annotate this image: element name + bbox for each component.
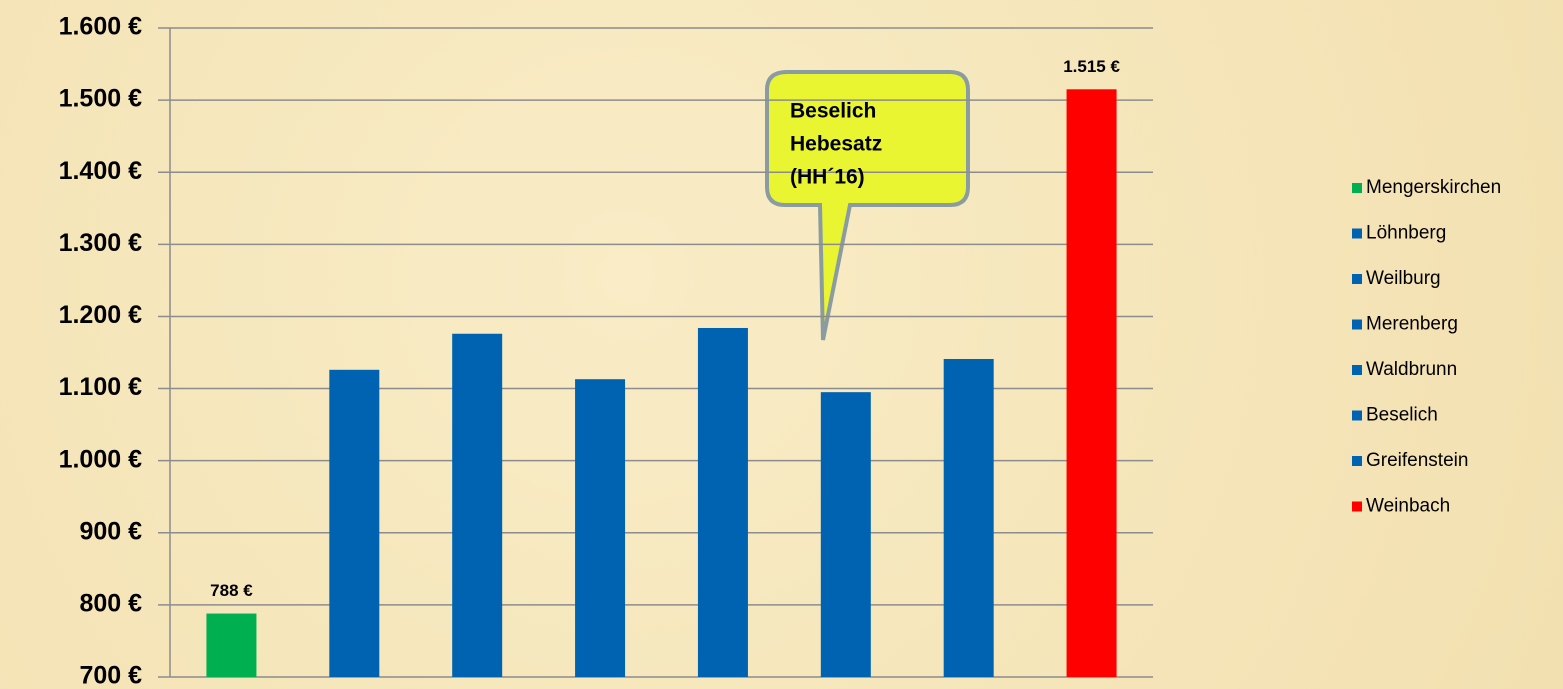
bar <box>329 369 380 677</box>
bar <box>943 358 994 677</box>
y-tick-label: 1.200 € <box>59 301 143 329</box>
value-label: 1.515 € <box>1063 57 1120 76</box>
legend-label: Beselich <box>1366 405 1438 426</box>
legend-swatch <box>1352 274 1362 284</box>
legend-label: Greifenstein <box>1366 450 1468 471</box>
legend-swatch <box>1352 365 1362 375</box>
legend-label: Weinbach <box>1366 496 1450 517</box>
legend-swatch <box>1352 456 1362 466</box>
y-tick-label: 900 € <box>79 517 142 545</box>
y-tick-label: 1.400 € <box>59 157 143 185</box>
legend-swatch <box>1352 183 1362 193</box>
legend-label: Waldbrunn <box>1366 359 1457 380</box>
bar <box>575 379 626 677</box>
legend-label: Weilburg <box>1366 268 1441 289</box>
legend-swatch <box>1352 228 1362 239</box>
annotation: (HH´16) <box>790 166 865 189</box>
y-tick-label: 1.300 € <box>59 229 143 257</box>
y-tick-label: 1.600 € <box>59 13 143 41</box>
bar <box>697 327 748 677</box>
bar <box>820 392 871 677</box>
y-tick-label: 800 € <box>79 589 142 617</box>
annotation: Hebesatz <box>790 133 882 156</box>
callout <box>765 70 970 341</box>
y-tick-label: 1.000 € <box>59 445 143 473</box>
y-tick-label: 700 € <box>79 662 142 689</box>
legend-swatch <box>1352 501 1362 512</box>
value-label: 788 € <box>210 581 253 600</box>
annotation: Beselich <box>790 100 876 123</box>
bar <box>206 613 257 677</box>
legend-label: Merenberg <box>1366 314 1458 335</box>
legend-label: Mengerskirchen <box>1366 177 1501 198</box>
y-tick-label: 1.100 € <box>59 373 143 401</box>
legend-swatch <box>1352 410 1362 421</box>
legend-label: Löhnberg <box>1366 223 1446 244</box>
bar <box>1066 89 1117 678</box>
bar <box>452 333 503 677</box>
y-tick-label: 1.500 € <box>59 85 143 113</box>
legend-swatch <box>1352 319 1362 330</box>
